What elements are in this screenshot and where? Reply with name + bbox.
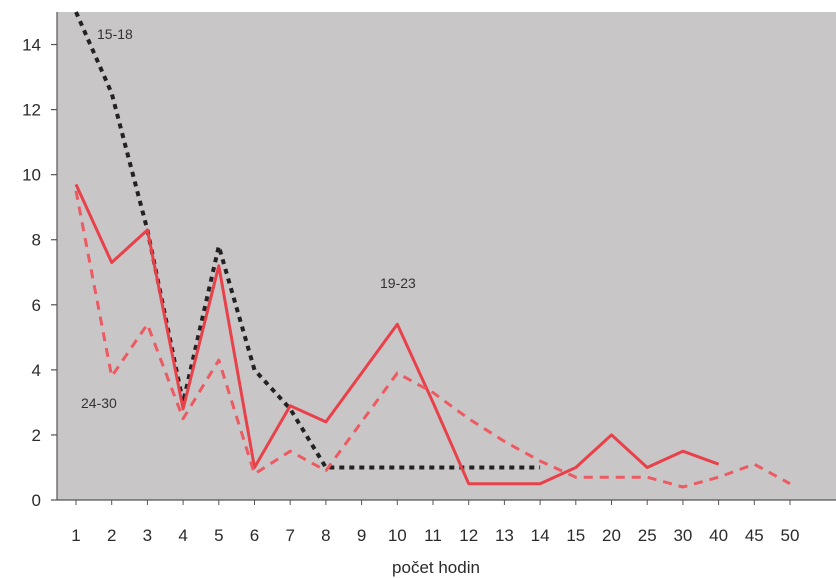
y-tick-label: 8 [32,231,41,250]
series-label-15-18: 15-18 [97,26,133,42]
x-tick-label: 1 [71,526,80,545]
x-tick-label: 15 [566,526,585,545]
y-tick-label: 10 [22,166,41,185]
x-tick-label: 2 [107,526,116,545]
plot-background [57,12,836,500]
x-tick-label: 50 [781,526,800,545]
x-tick-label: 10 [388,526,407,545]
y-tick-label: 6 [32,296,41,315]
x-tick-label: 13 [495,526,514,545]
x-axis-ticks: 1 2 3 4 5 6 7 8 9 10 11 12 13 14 15 20 25 30 40 45 50 [71,500,799,545]
x-tick-label: 40 [709,526,728,545]
x-tick-label: 20 [602,526,621,545]
series-label-24-30: 24-30 [81,395,117,411]
x-tick-label: 30 [673,526,692,545]
series-lines [74,11,791,489]
y-tick-label: 12 [22,101,41,120]
x-tick-label: 8 [321,526,330,545]
y-tick-label: 0 [32,491,41,510]
x-tick-label: 14 [531,526,550,545]
y-tick-label: 14 [22,36,41,55]
x-tick-label: 45 [745,526,764,545]
x-axis-title: počet hodin [392,558,480,577]
y-axis-ticks: 0 2 4 6 8 10 12 14 [22,36,57,510]
x-tick-label: 4 [178,526,187,545]
x-tick-label: 11 [424,526,442,545]
x-tick-label: 9 [357,526,366,545]
x-tick-label: 25 [638,526,657,545]
series-label-19-23: 19-23 [380,275,416,291]
y-tick-label: 4 [32,361,41,380]
axes [56,12,836,501]
x-tick-label: 6 [250,526,259,545]
y-tick-label: 2 [32,426,41,445]
x-tick-label: 7 [285,526,294,545]
series-line-19-23 [74,183,720,486]
x-tick-label: 5 [214,526,223,545]
x-tick-label: 12 [459,526,478,545]
x-tick-label: 3 [143,526,152,545]
series-line-24-30 [74,190,791,489]
